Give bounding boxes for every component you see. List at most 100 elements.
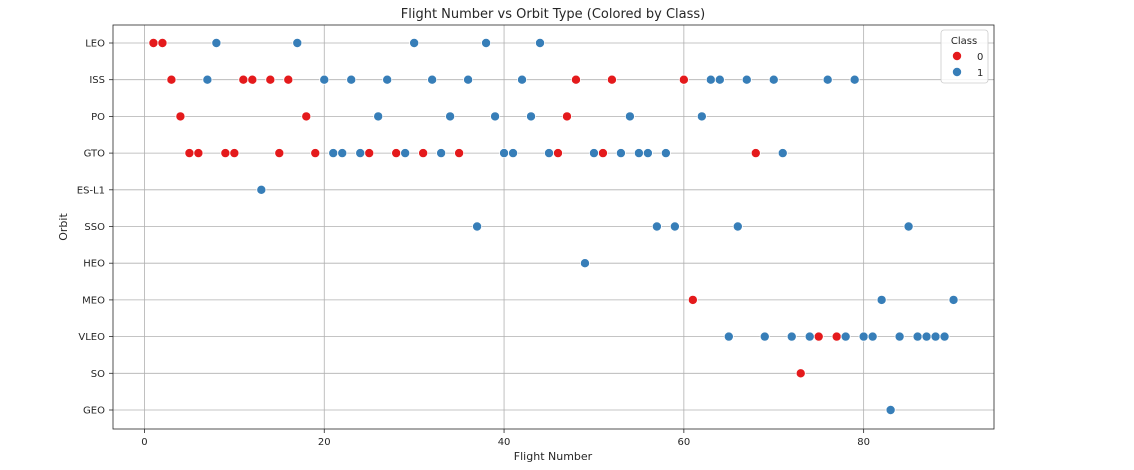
legend-label: 1: [977, 68, 983, 79]
legend-marker: [952, 67, 963, 78]
data-point-class-0: [364, 148, 375, 159]
data-point-class-1: [840, 331, 851, 342]
plot-frame: [112, 24, 995, 430]
data-point-class-0: [193, 148, 204, 159]
y-tick-label: GEO: [83, 406, 105, 417]
data-point-class-1: [373, 111, 384, 122]
data-point-class-1: [768, 74, 779, 85]
data-point-class-1: [472, 221, 483, 232]
data-point-class-0: [570, 74, 581, 85]
data-point-class-1: [912, 331, 923, 342]
x-tick-label: 20: [318, 437, 331, 448]
data-point-class-0: [552, 148, 563, 159]
data-point-class-1: [705, 74, 716, 85]
data-point-class-1: [588, 148, 599, 159]
data-point-class-0: [454, 148, 465, 159]
data-point-class-1: [445, 111, 456, 122]
data-point-class-0: [795, 368, 806, 379]
data-point-class-1: [651, 221, 662, 232]
data-point-class-1: [759, 331, 770, 342]
y-tick-label: ISS: [89, 75, 105, 86]
data-point-class-0: [687, 294, 698, 305]
data-point-class-0: [220, 148, 231, 159]
data-point-class-1: [526, 111, 537, 122]
data-point-class-1: [885, 404, 896, 415]
data-point-class-0: [157, 38, 168, 49]
data-point-class-0: [606, 74, 617, 85]
data-point-class-1: [409, 38, 420, 49]
data-point-class-0: [238, 74, 249, 85]
y-tick-label: MEO: [82, 295, 105, 306]
data-point-class-1: [822, 74, 833, 85]
data-point-class-1: [355, 148, 366, 159]
data-point-class-1: [382, 74, 393, 85]
chart-title: Flight Number vs Orbit Type (Colored by …: [401, 7, 706, 22]
data-point-class-1: [939, 331, 950, 342]
data-point-class-0: [750, 148, 761, 159]
data-point-class-1: [921, 331, 932, 342]
data-point-class-1: [669, 221, 680, 232]
data-point-class-0: [148, 38, 159, 49]
data-point-class-0: [813, 331, 824, 342]
data-point-class-1: [741, 74, 752, 85]
data-point-class-1: [633, 148, 644, 159]
data-point-class-0: [301, 111, 312, 122]
data-point-class-1: [894, 331, 905, 342]
y-axis-title: Orbit: [57, 213, 70, 241]
data-point-class-0: [184, 148, 195, 159]
data-point-class-1: [499, 148, 510, 159]
data-point-class-0: [678, 74, 689, 85]
data-point-class-1: [202, 74, 213, 85]
data-point-class-1: [624, 111, 635, 122]
data-point-class-0: [229, 148, 240, 159]
legend: Class 01: [940, 29, 989, 84]
x-tick-label: 80: [857, 437, 870, 448]
data-points: [148, 38, 959, 415]
x-axis-ticks: 0 20 40 60 80: [141, 429, 870, 448]
y-tick-label: LEO: [85, 39, 105, 50]
data-point-class-1: [777, 148, 788, 159]
data-point-class-1: [292, 38, 303, 49]
data-point-class-0: [391, 148, 402, 159]
data-point-class-1: [867, 331, 878, 342]
data-point-class-0: [561, 111, 572, 122]
plot-area: [113, 25, 994, 429]
data-point-class-1: [723, 331, 734, 342]
y-axis-ticks: LEO ISS PO GTO ES-L1 SSO HEO MEO VLEO SO GEO: [77, 39, 113, 417]
data-point-class-1: [211, 38, 222, 49]
data-point-class-0: [274, 148, 285, 159]
data-point-class-1: [517, 74, 528, 85]
data-point-class-1: [400, 148, 411, 159]
data-point-class-1: [804, 331, 815, 342]
data-point-class-1: [660, 148, 671, 159]
data-point-class-1: [930, 331, 941, 342]
data-point-class-0: [265, 74, 276, 85]
x-tick-label: 60: [677, 437, 690, 448]
data-point-class-1: [876, 294, 887, 305]
data-point-class-1: [337, 148, 348, 159]
y-tick-label: SSO: [84, 222, 105, 233]
data-point-class-1: [490, 111, 501, 122]
data-point-class-1: [714, 74, 725, 85]
y-tick-label: HEO: [83, 259, 105, 270]
data-point-class-1: [463, 74, 474, 85]
data-point-class-0: [418, 148, 429, 159]
data-point-class-1: [642, 148, 653, 159]
y-tick-label: SO: [91, 369, 105, 380]
data-point-class-0: [597, 148, 608, 159]
data-point-class-0: [310, 148, 321, 159]
data-point-class-1: [328, 148, 339, 159]
legend-label: 0: [977, 52, 983, 63]
data-point-class-0: [175, 111, 186, 122]
data-point-class-1: [256, 184, 267, 195]
data-point-class-0: [247, 74, 258, 85]
data-point-class-1: [346, 74, 357, 85]
data-point-class-1: [948, 294, 959, 305]
data-point-class-1: [579, 258, 590, 269]
legend-items: 01: [952, 51, 983, 79]
data-point-class-0: [831, 331, 842, 342]
data-point-class-1: [481, 38, 492, 49]
data-point-class-1: [508, 148, 519, 159]
data-point-class-1: [858, 331, 869, 342]
